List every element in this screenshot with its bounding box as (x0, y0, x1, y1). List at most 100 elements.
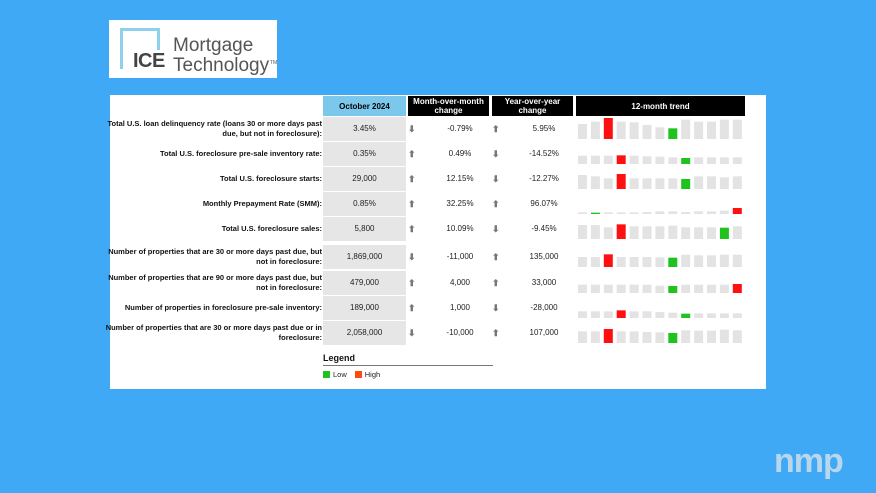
row-label: Number of properties that are 30 or more… (108, 247, 322, 266)
trend-bar (707, 330, 716, 343)
nmp-watermark: nmp (774, 442, 844, 480)
trend-bar (707, 211, 716, 214)
trend-bar (642, 212, 652, 214)
trend-bar (629, 284, 639, 293)
trend-bar (668, 312, 678, 318)
arrow-down-icon: ⬇ (492, 174, 500, 184)
row-mom: 32.25% (446, 199, 474, 208)
trend-sparkbar (578, 118, 742, 139)
arrow-up-icon: ⬆ (492, 278, 500, 288)
header-current: October 2024 (323, 96, 406, 116)
arrow-down-icon: ⬇ (408, 124, 416, 134)
row-value: 3.45% (323, 117, 406, 141)
row-value: 0.35% (323, 142, 406, 166)
trend-bar (642, 284, 652, 293)
trend-bar-high (603, 254, 613, 267)
logo-bracket-icon (120, 28, 160, 69)
arrow-up-icon: ⬆ (492, 252, 500, 262)
trend-bar (707, 313, 716, 318)
trend-bar (694, 121, 704, 139)
trend-bar (616, 284, 626, 293)
trend-bar (629, 257, 639, 267)
row-mom: 12.15% (446, 174, 474, 183)
trend-bar (719, 210, 729, 214)
trend-bar (719, 313, 729, 318)
low-swatch-icon (323, 371, 330, 378)
arrow-up-icon: ⬆ (408, 199, 416, 209)
row-value: 479,000 (323, 271, 406, 295)
trend-bar (694, 157, 704, 164)
trend-bar (590, 257, 600, 267)
row-label: Number of properties that are 30 or more… (105, 323, 322, 342)
legend: Legend Low High (323, 353, 493, 379)
row-label: Total U.S. loan delinquency rate (loans … (107, 119, 322, 138)
trend-bar (578, 257, 587, 267)
trend-bar (681, 212, 691, 214)
header-yoy: Year-over-year change (492, 96, 573, 116)
trend-bar (578, 331, 587, 343)
trend-bar (694, 211, 704, 214)
trend-bar (590, 225, 600, 239)
trend-bar (629, 178, 639, 189)
trend-bar (707, 227, 716, 239)
arrow-down-icon: ⬇ (492, 303, 500, 313)
row-mom: 10.09% (446, 224, 474, 233)
trend-bar (590, 311, 600, 318)
row-mom: 1,000 (449, 303, 471, 312)
trend-bar-high (616, 155, 626, 164)
row-value: 2,058,000 (323, 321, 406, 345)
trend-bar (719, 254, 729, 267)
arrow-up-icon: ⬆ (408, 303, 416, 313)
trend-bar (707, 121, 716, 139)
row-yoy: 96.07% (530, 199, 558, 208)
row-value: 29,000 (323, 167, 406, 191)
table-row: Number of properties that are 30 or more… (108, 245, 766, 269)
trend-bar (668, 178, 678, 189)
trend-bar (694, 255, 704, 267)
trend-bar (655, 127, 665, 139)
trend-bar (707, 255, 716, 267)
arrow-up-icon: ⬆ (492, 328, 500, 338)
trend-bar (694, 176, 704, 189)
row-mom: -10,000 (446, 328, 474, 337)
trend-bar-low (681, 158, 691, 164)
trend-bar (681, 284, 691, 293)
trend-bar (629, 122, 639, 139)
trend-sparkbar (578, 155, 742, 164)
trend-bar (655, 156, 665, 164)
trend-sparkbar (578, 254, 742, 267)
trend-bar-low (681, 313, 691, 318)
legend-low: Low (323, 370, 347, 379)
arrow-up-icon: ⬆ (492, 124, 500, 134)
trend-bar (642, 178, 652, 189)
trend-bar-low (668, 257, 678, 267)
row-mom: -11,000 (446, 252, 474, 261)
trend-bar (694, 284, 704, 293)
trend-bar (578, 225, 587, 239)
row-yoy: -28,000 (530, 303, 558, 312)
trend-bar (655, 312, 665, 318)
trend-bar-low (668, 333, 678, 343)
legend-title: Legend (323, 353, 493, 366)
table-row: Total U.S. foreclosure starts: 29,000 ⬆ … (110, 167, 766, 191)
logo-ice: ICE (131, 50, 167, 73)
header-mom: Month-over-month change (408, 96, 489, 116)
trend-bar (629, 331, 639, 343)
trend-bar (616, 331, 626, 343)
table-row: Number of properties in foreclosure pre-… (110, 296, 766, 320)
table-row: Number of properties that are 90 or more… (108, 271, 766, 295)
trend-bar (603, 212, 613, 214)
trend-bar (719, 177, 729, 189)
row-value: 189,000 (323, 296, 406, 320)
trend-bar (642, 257, 652, 267)
trend-bar-high (603, 329, 613, 343)
row-label: Total U.S. foreclosure starts: (220, 174, 322, 183)
row-yoy: 135,000 (529, 252, 559, 261)
trend-bar-low (719, 227, 729, 239)
trend-bar (590, 121, 600, 139)
trend-bar (616, 257, 626, 267)
trend-bar-low (590, 212, 600, 214)
mortgage-monitor-table: October 2024 Month-over-month change Yea… (106, 95, 766, 389)
trend-sparkbar (578, 310, 742, 318)
trend-bar (616, 121, 626, 139)
